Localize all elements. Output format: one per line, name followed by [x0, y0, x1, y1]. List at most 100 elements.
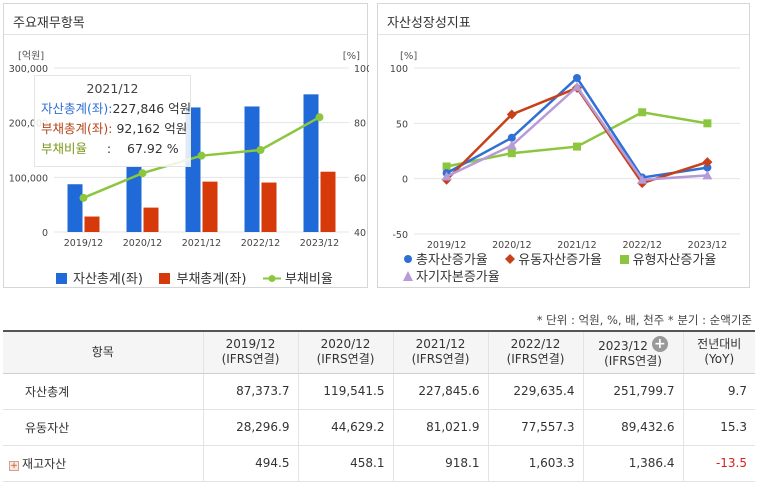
growth-point-diamond: [506, 109, 517, 120]
panel-divider: [4, 34, 367, 35]
tooltip-sep: :: [106, 141, 112, 156]
tooltip-label: 부채총계(좌): [41, 121, 109, 136]
left-axis-tick-label: 0: [42, 228, 48, 239]
table-row: 자산총계 87,373.7 119,541.5 227,845.6 229,63…: [3, 373, 755, 410]
table-cell: 229,635.4: [487, 373, 583, 410]
legend-item-debt-ratio[interactable]: 부채비율: [262, 272, 333, 287]
table-header-row: 항목 2019/12 (IFRS연결) 2020/12 (IFRS연결) 2021/…: [3, 330, 755, 374]
growth-series-line: [446, 84, 708, 182]
yoy-cell: 9.7: [682, 373, 755, 410]
growth-point-square: [507, 149, 516, 158]
x-axis-tick-label: 2023/12: [300, 238, 339, 249]
header-basis: (IFRS연결): [411, 352, 470, 367]
legend-triangle-icon: [403, 271, 413, 281]
growth-point-triangle: [441, 171, 452, 181]
legend-item-equity-growth[interactable]: 자기자본증가율: [402, 270, 500, 285]
asset-growth-chart: [%] -50 0 50 100 2019/12 2020/12 2021/12 2022/1…: [390, 51, 740, 251]
asset-total-bar: [126, 166, 142, 232]
growth-point-square: [573, 142, 581, 151]
financial-table: 항목 2019/12 (IFRS연결) 2020/12 (IFRS연결) 2021/…: [3, 330, 755, 482]
legend-label: 총자산증가율: [416, 253, 488, 268]
liability-total-bar: [84, 216, 100, 232]
x-axis-tick-label: 2020/12: [123, 238, 162, 249]
legend-label: 유형자산증가율: [632, 253, 717, 268]
key-financials-title: 주요재무항목: [13, 16, 85, 31]
left-axis-tick-label: 100,000: [9, 173, 48, 184]
legend-label: 부채총계(좌): [176, 272, 247, 287]
tooltip-value: 67.92: [127, 141, 163, 156]
legend-square-icon: [619, 255, 629, 264]
header-period: 2020/12 (IFRS연결): [297, 330, 393, 374]
table-cell: 28,296.9: [202, 409, 298, 446]
growth-point-square: [703, 119, 712, 128]
legend-diamond-icon: [505, 254, 516, 264]
right-axis-tick-label: 60: [354, 173, 366, 184]
left-axis-tick-label: 300,000: [9, 64, 48, 75]
tooltip-value: 227,846: [112, 101, 165, 116]
debt-ratio-point: [315, 113, 324, 122]
liability-total-bar: [143, 207, 159, 232]
legend-label: 자기자본증가율: [416, 270, 500, 285]
growth-series-line: [445, 86, 708, 185]
header-year: 2020/12: [320, 337, 371, 352]
x-axis-tick-label: 2021/12: [557, 240, 596, 251]
legend-item-current-asset-growth[interactable]: 유동자산증가율: [504, 253, 602, 268]
growth-point-square: [638, 108, 647, 117]
right-axis-tick-label: 80: [354, 119, 366, 130]
header-item: 항목: [3, 330, 203, 374]
right-axis-unit: [%]: [343, 51, 360, 62]
panel-divider: [378, 34, 749, 35]
legend-swatch: [159, 273, 171, 284]
table-cell: 918.1: [392, 445, 488, 482]
asset-total-bar: [244, 106, 260, 232]
growth-point-triangle: [572, 81, 582, 91]
header-year: 2022/12: [510, 337, 561, 352]
right-axis-tick-label: 40: [354, 228, 366, 239]
header-period: 2023/12 + (IFRS연결): [582, 330, 683, 374]
tooltip-value: 92,162: [116, 121, 161, 136]
header-basis: (IFRS연결): [316, 352, 375, 367]
add-period-icon[interactable]: +: [651, 335, 668, 352]
table-row: 유동자산 28,296.9 44,629.2 81,021.9 77,557.3…: [3, 409, 755, 446]
legend-line-dot-icon: [262, 275, 281, 282]
growth-point-circle: [573, 73, 581, 82]
yoy-cell: 15.3: [682, 409, 755, 446]
table-cell: 227,845.6: [392, 373, 488, 410]
y-axis-tick-label: 0: [402, 175, 408, 186]
right-axis-unit: [%]: [400, 51, 417, 62]
legend-item-liabilities[interactable]: 부채총계(좌): [159, 272, 246, 287]
row-label-expandable[interactable]: + 재고자산: [3, 445, 203, 482]
asset-growth-legend: 총자산증가율 유동자산증가율 유형자산증가율 자기자본증가율: [402, 252, 716, 286]
liability-total-bar: [202, 181, 218, 232]
growth-point-diamond: [702, 157, 713, 168]
tooltip-row: 자산총계(좌):227,846 억원: [41, 99, 191, 119]
table-cell: 458.1: [297, 445, 393, 482]
table-cell: 1,386.4: [582, 445, 683, 482]
table-cell: 1,603.3: [487, 445, 583, 482]
tooltip-date: 2021/12: [86, 81, 139, 96]
table-cell: 77,557.3: [487, 409, 583, 446]
header-year: 2021/12: [415, 337, 466, 352]
asset-total-bar: [303, 94, 319, 233]
x-axis-tick-label: 2020/12: [492, 240, 531, 251]
header-basis: (IFRS연결): [221, 352, 280, 367]
key-financials-panel: 주요재무항목 [억원] [%] 0 100,000 200,000 300,000 40…: [3, 3, 369, 288]
row-label: 재고자산: [22, 456, 67, 471]
legend-swatch: [56, 273, 67, 284]
liability-total-bar: [261, 182, 277, 232]
tooltip-sep: :: [108, 121, 113, 136]
row-label: 자산총계: [3, 373, 203, 410]
legend-item-total-asset-growth[interactable]: 총자산증가율: [402, 253, 488, 268]
legend-item-tangible-asset-growth[interactable]: 유형자산증가율: [619, 253, 717, 268]
header-basis: (IFRS연결): [604, 353, 662, 368]
expand-plus-icon[interactable]: +: [9, 460, 19, 471]
legend-label: 자산총계(좌): [73, 272, 143, 287]
table-row: + 재고자산 494.5 458.1 918.1 1,603.3 1,386.4 …: [3, 445, 755, 482]
tooltip-sep: :: [108, 101, 113, 116]
header-year: 2023/12: [598, 338, 648, 353]
legend-circle-icon: [404, 255, 412, 263]
x-axis-tick-label: 2019/12: [427, 240, 466, 251]
legend-item-assets[interactable]: 자산총계(좌): [56, 272, 143, 287]
liability-total-bar: [320, 171, 336, 232]
row-label: 유동자산: [3, 409, 203, 446]
